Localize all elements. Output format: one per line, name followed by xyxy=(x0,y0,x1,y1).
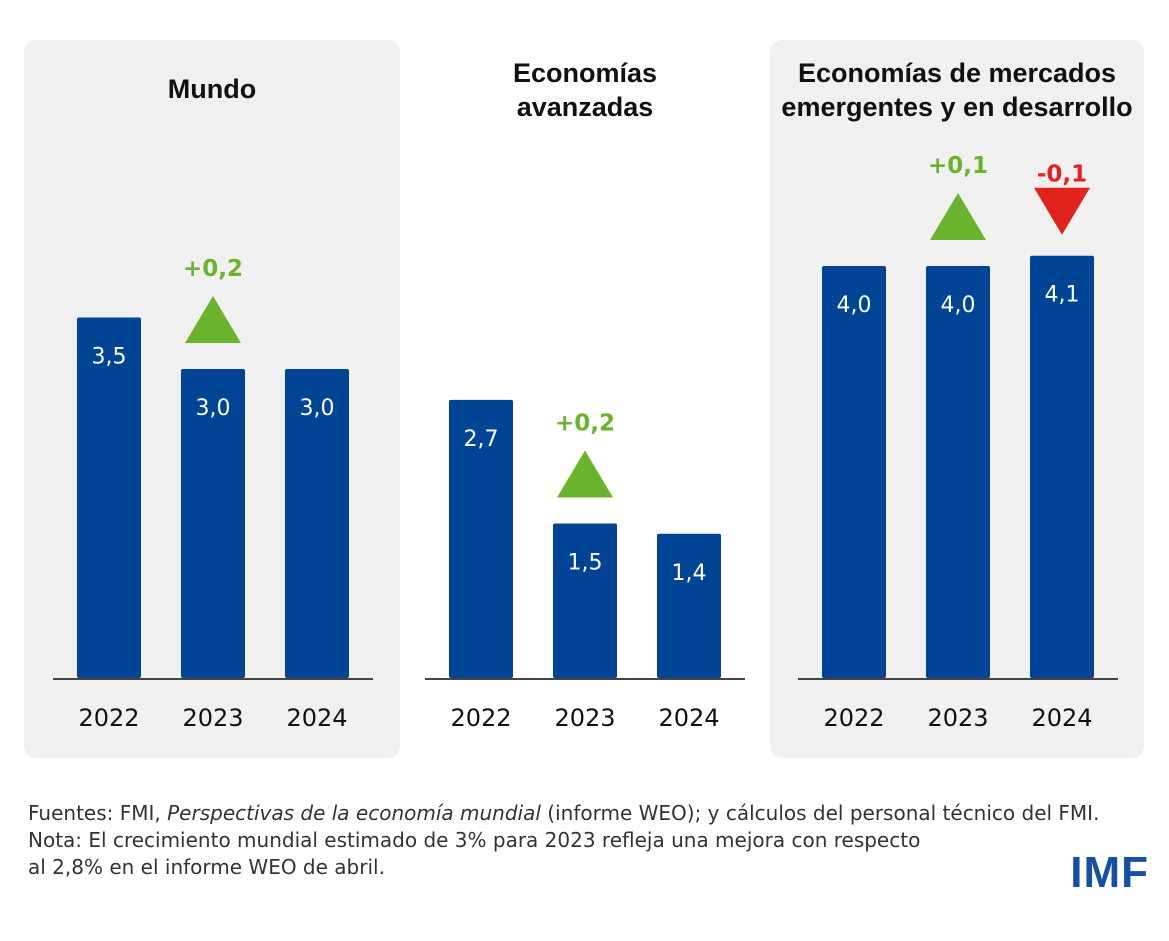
year-label: 2022 xyxy=(823,704,884,732)
sources-line: Fuentes: FMI, Perspectivas de la economí… xyxy=(28,801,1100,825)
bar-value-label: 4,1 xyxy=(1045,283,1080,308)
year-label: 2023 xyxy=(927,704,988,732)
change-label: +0,2 xyxy=(555,411,615,437)
panel-title: emergentes y en desarrollo xyxy=(781,92,1132,122)
bar-value-label: 4,0 xyxy=(837,293,872,318)
change-label: +0,2 xyxy=(183,256,243,282)
change-up-arrow xyxy=(185,296,241,343)
panel-title: Mundo xyxy=(168,74,256,104)
bar-value-label: 1,4 xyxy=(672,561,707,586)
panel-title: Economías xyxy=(513,58,657,88)
note-line-2: al 2,8% en el informe WEO de abril. xyxy=(28,855,385,879)
change-up-arrow xyxy=(930,193,986,240)
change-up-arrow xyxy=(557,450,613,498)
bar-value-label: 2,7 xyxy=(464,427,499,452)
bar xyxy=(77,317,141,678)
bar xyxy=(181,369,245,678)
bar-value-label: 1,5 xyxy=(568,551,603,576)
bar-value-label: 4,0 xyxy=(941,293,976,318)
year-label: 2022 xyxy=(78,704,139,732)
change-label: +0,1 xyxy=(928,153,988,179)
year-label: 2022 xyxy=(450,704,511,732)
year-label: 2024 xyxy=(658,704,719,732)
bar xyxy=(926,266,990,678)
imf-logo: IMF xyxy=(1070,848,1149,897)
change-down-arrow xyxy=(1034,187,1090,235)
panel-1: Mundo 3,5 2022 3,0 2023 +0,2 3,0 2024 xyxy=(24,40,400,758)
panel-title: Economías de mercados xyxy=(798,58,1116,88)
panel-3: Economías de mercados emergentes y en des… xyxy=(770,40,1144,758)
growth-chart-figure: Mundo 3,5 2022 3,0 2023 +0,2 3,0 2024 Economías a… xyxy=(24,40,1144,758)
bar xyxy=(822,266,886,678)
year-label: 2023 xyxy=(182,704,243,732)
change-label: -0,1 xyxy=(1037,162,1087,188)
bar-value-label: 3,5 xyxy=(92,345,127,370)
note-line-1: Nota: El crecimiento mundial estimado de… xyxy=(28,828,921,852)
sources-publication: Perspectivas de la economía mundial xyxy=(167,801,541,825)
bar-value-label: 3,0 xyxy=(196,396,231,421)
year-label: 2024 xyxy=(286,704,347,732)
footer-notes: Fuentes: FMI, Perspectivas de la economí… xyxy=(28,800,1168,881)
bar xyxy=(1030,255,1094,678)
year-label: 2023 xyxy=(554,704,615,732)
panel-title: avanzadas xyxy=(517,92,654,122)
panel-2: Economías avanzadas 2,7 2022 1,5 2023 +0,2 1,4 2… xyxy=(425,58,745,732)
bar xyxy=(657,533,721,678)
bar xyxy=(449,399,513,678)
year-label: 2024 xyxy=(1031,704,1092,732)
bar-value-label: 3,0 xyxy=(300,396,335,421)
bar xyxy=(285,369,349,678)
bar xyxy=(553,523,617,678)
